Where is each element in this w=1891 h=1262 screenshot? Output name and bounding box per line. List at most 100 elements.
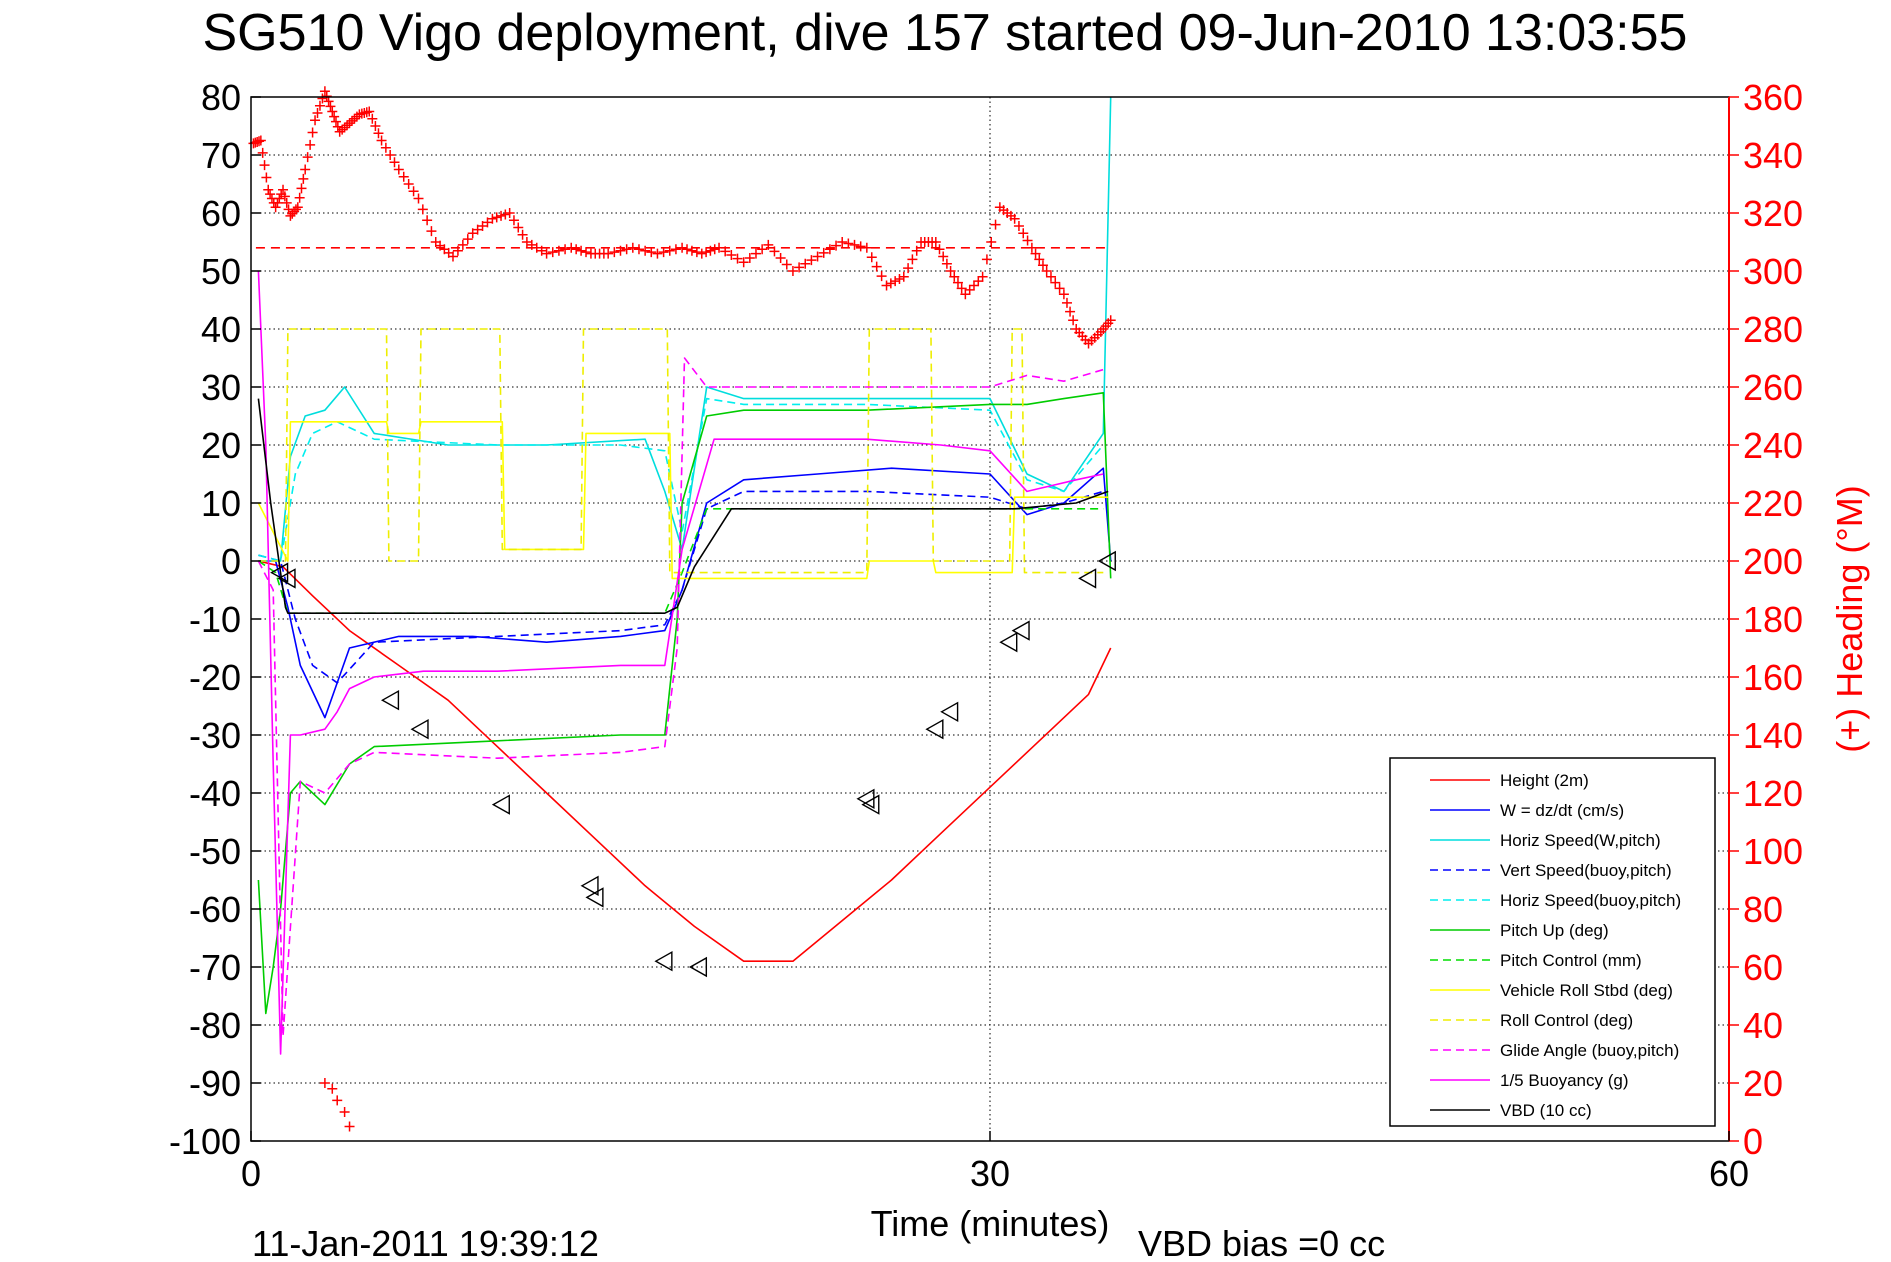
heading-point <box>757 244 768 255</box>
depth-marker <box>688 956 708 978</box>
legend-label-w: W = dz/dt (cm/s) <box>1500 801 1624 820</box>
y2-tick-label: 320 <box>1743 193 1803 234</box>
series-horiz_buoy <box>258 397 1104 562</box>
y-tick-label: -100 <box>169 1121 241 1162</box>
y2-tick-label: 100 <box>1743 831 1803 872</box>
y2-tick-label: 340 <box>1743 135 1803 176</box>
heading-point <box>732 253 743 264</box>
legend-label-pitch: Pitch Up (deg) <box>1500 921 1609 940</box>
y2-tick-label: 60 <box>1743 947 1783 988</box>
legend-label-horiz: Horiz Speed(W,pitch) <box>1500 831 1661 850</box>
heading-point <box>894 273 905 284</box>
heading-point <box>682 244 693 255</box>
heading-point <box>744 252 755 263</box>
heading-point <box>290 204 301 215</box>
heading-point <box>986 237 997 247</box>
heading-point <box>1018 228 1029 239</box>
heading-point <box>500 209 511 220</box>
depth-marker <box>380 690 400 711</box>
heading-point <box>824 244 835 255</box>
heading-point <box>615 245 626 256</box>
y-tick-label: 50 <box>201 251 241 292</box>
heading-point <box>1061 297 1072 308</box>
heading-point <box>364 106 375 117</box>
heading-point <box>960 289 971 300</box>
heading-point <box>1041 266 1052 276</box>
heading-point <box>633 244 644 255</box>
legend-label-roll: Vehicle Roll Stbd (deg) <box>1500 981 1673 1000</box>
heading-point <box>843 238 854 249</box>
heading-point <box>553 245 564 256</box>
y-tick-label: 70 <box>201 135 241 176</box>
x-tick-label: 0 <box>241 1153 261 1194</box>
heading-point <box>508 215 519 226</box>
legend-label-pitch_ctrl: Pitch Control (mm) <box>1500 951 1642 970</box>
heading-point <box>317 93 328 104</box>
heading-point <box>881 280 892 291</box>
heading-point <box>310 115 321 126</box>
heading-point <box>566 242 577 253</box>
depth-marker <box>925 719 944 740</box>
heading-point <box>257 147 268 158</box>
legend-box <box>1389 757 1716 1127</box>
heading-point <box>866 252 877 263</box>
legend-label-vbd: VBD (10 cc) <box>1500 1101 1592 1120</box>
heading-point <box>457 239 468 250</box>
heading-point <box>332 1095 343 1106</box>
heading-point <box>709 244 720 255</box>
heading-point <box>603 248 614 259</box>
heading-point <box>274 193 285 204</box>
heading-point <box>686 245 697 256</box>
heading-point <box>621 244 632 255</box>
heading-point <box>349 113 360 124</box>
y-tick-label: -60 <box>189 889 241 930</box>
heading-point <box>327 1083 338 1094</box>
heading-point <box>890 276 901 287</box>
heading-point <box>1068 315 1079 326</box>
legend-label-glide: Glide Angle (buoy,pitch) <box>1500 1041 1679 1060</box>
heading-point <box>769 246 780 257</box>
heading-point <box>849 239 860 250</box>
x-tick-label: 30 <box>970 1153 1010 1194</box>
heading-point <box>487 213 498 224</box>
heading-point <box>787 266 798 276</box>
heading-point <box>664 245 675 256</box>
heading-point <box>990 219 1001 230</box>
depth-marker <box>585 887 604 908</box>
heading-point <box>422 215 433 226</box>
depth-markers <box>270 550 1116 978</box>
series-glide <box>257 357 1104 1038</box>
heading-point <box>609 247 620 258</box>
heading-point <box>855 241 866 252</box>
heading-point <box>691 247 702 258</box>
heading-point <box>279 191 290 202</box>
heading-point <box>652 248 663 259</box>
heading-point <box>541 248 552 259</box>
y-tick-label: -20 <box>189 657 241 698</box>
series-vert_buoy <box>258 490 1104 684</box>
heading-point <box>376 135 387 146</box>
heading-point <box>370 121 381 131</box>
heading-point <box>576 245 587 256</box>
heading-point <box>1050 277 1061 288</box>
heading-point <box>861 242 872 253</box>
y2-tick-label: 280 <box>1743 309 1803 350</box>
heading-point <box>517 229 528 240</box>
heading-point <box>265 189 276 200</box>
heading-point <box>344 1121 355 1132</box>
heading-point <box>714 242 725 253</box>
vbd-bias-text: VBD bias =0 cc <box>1138 1223 1385 1262</box>
heading-point <box>806 255 817 266</box>
heading-point <box>337 124 348 135</box>
heading-point <box>907 254 918 265</box>
y2-tick-label: 140 <box>1743 715 1803 756</box>
heading-point <box>581 247 592 258</box>
y-tick-label: -70 <box>189 947 241 988</box>
y2-axis-label: (+) Heading (°M) <box>1829 485 1870 752</box>
series-roll_ctrl <box>258 328 1104 574</box>
heading-point <box>496 210 507 221</box>
y2-tick-label: 120 <box>1743 773 1803 814</box>
heading-point <box>393 164 404 175</box>
heading-point <box>259 160 270 171</box>
heading-point <box>1030 248 1041 259</box>
